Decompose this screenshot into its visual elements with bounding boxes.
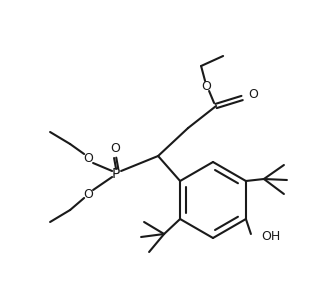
Text: P: P: [112, 167, 120, 181]
Text: O: O: [83, 187, 93, 200]
Text: O: O: [110, 141, 120, 154]
Text: O: O: [201, 79, 211, 92]
Text: O: O: [248, 88, 258, 101]
Text: O: O: [83, 151, 93, 164]
Text: OH: OH: [261, 230, 280, 242]
